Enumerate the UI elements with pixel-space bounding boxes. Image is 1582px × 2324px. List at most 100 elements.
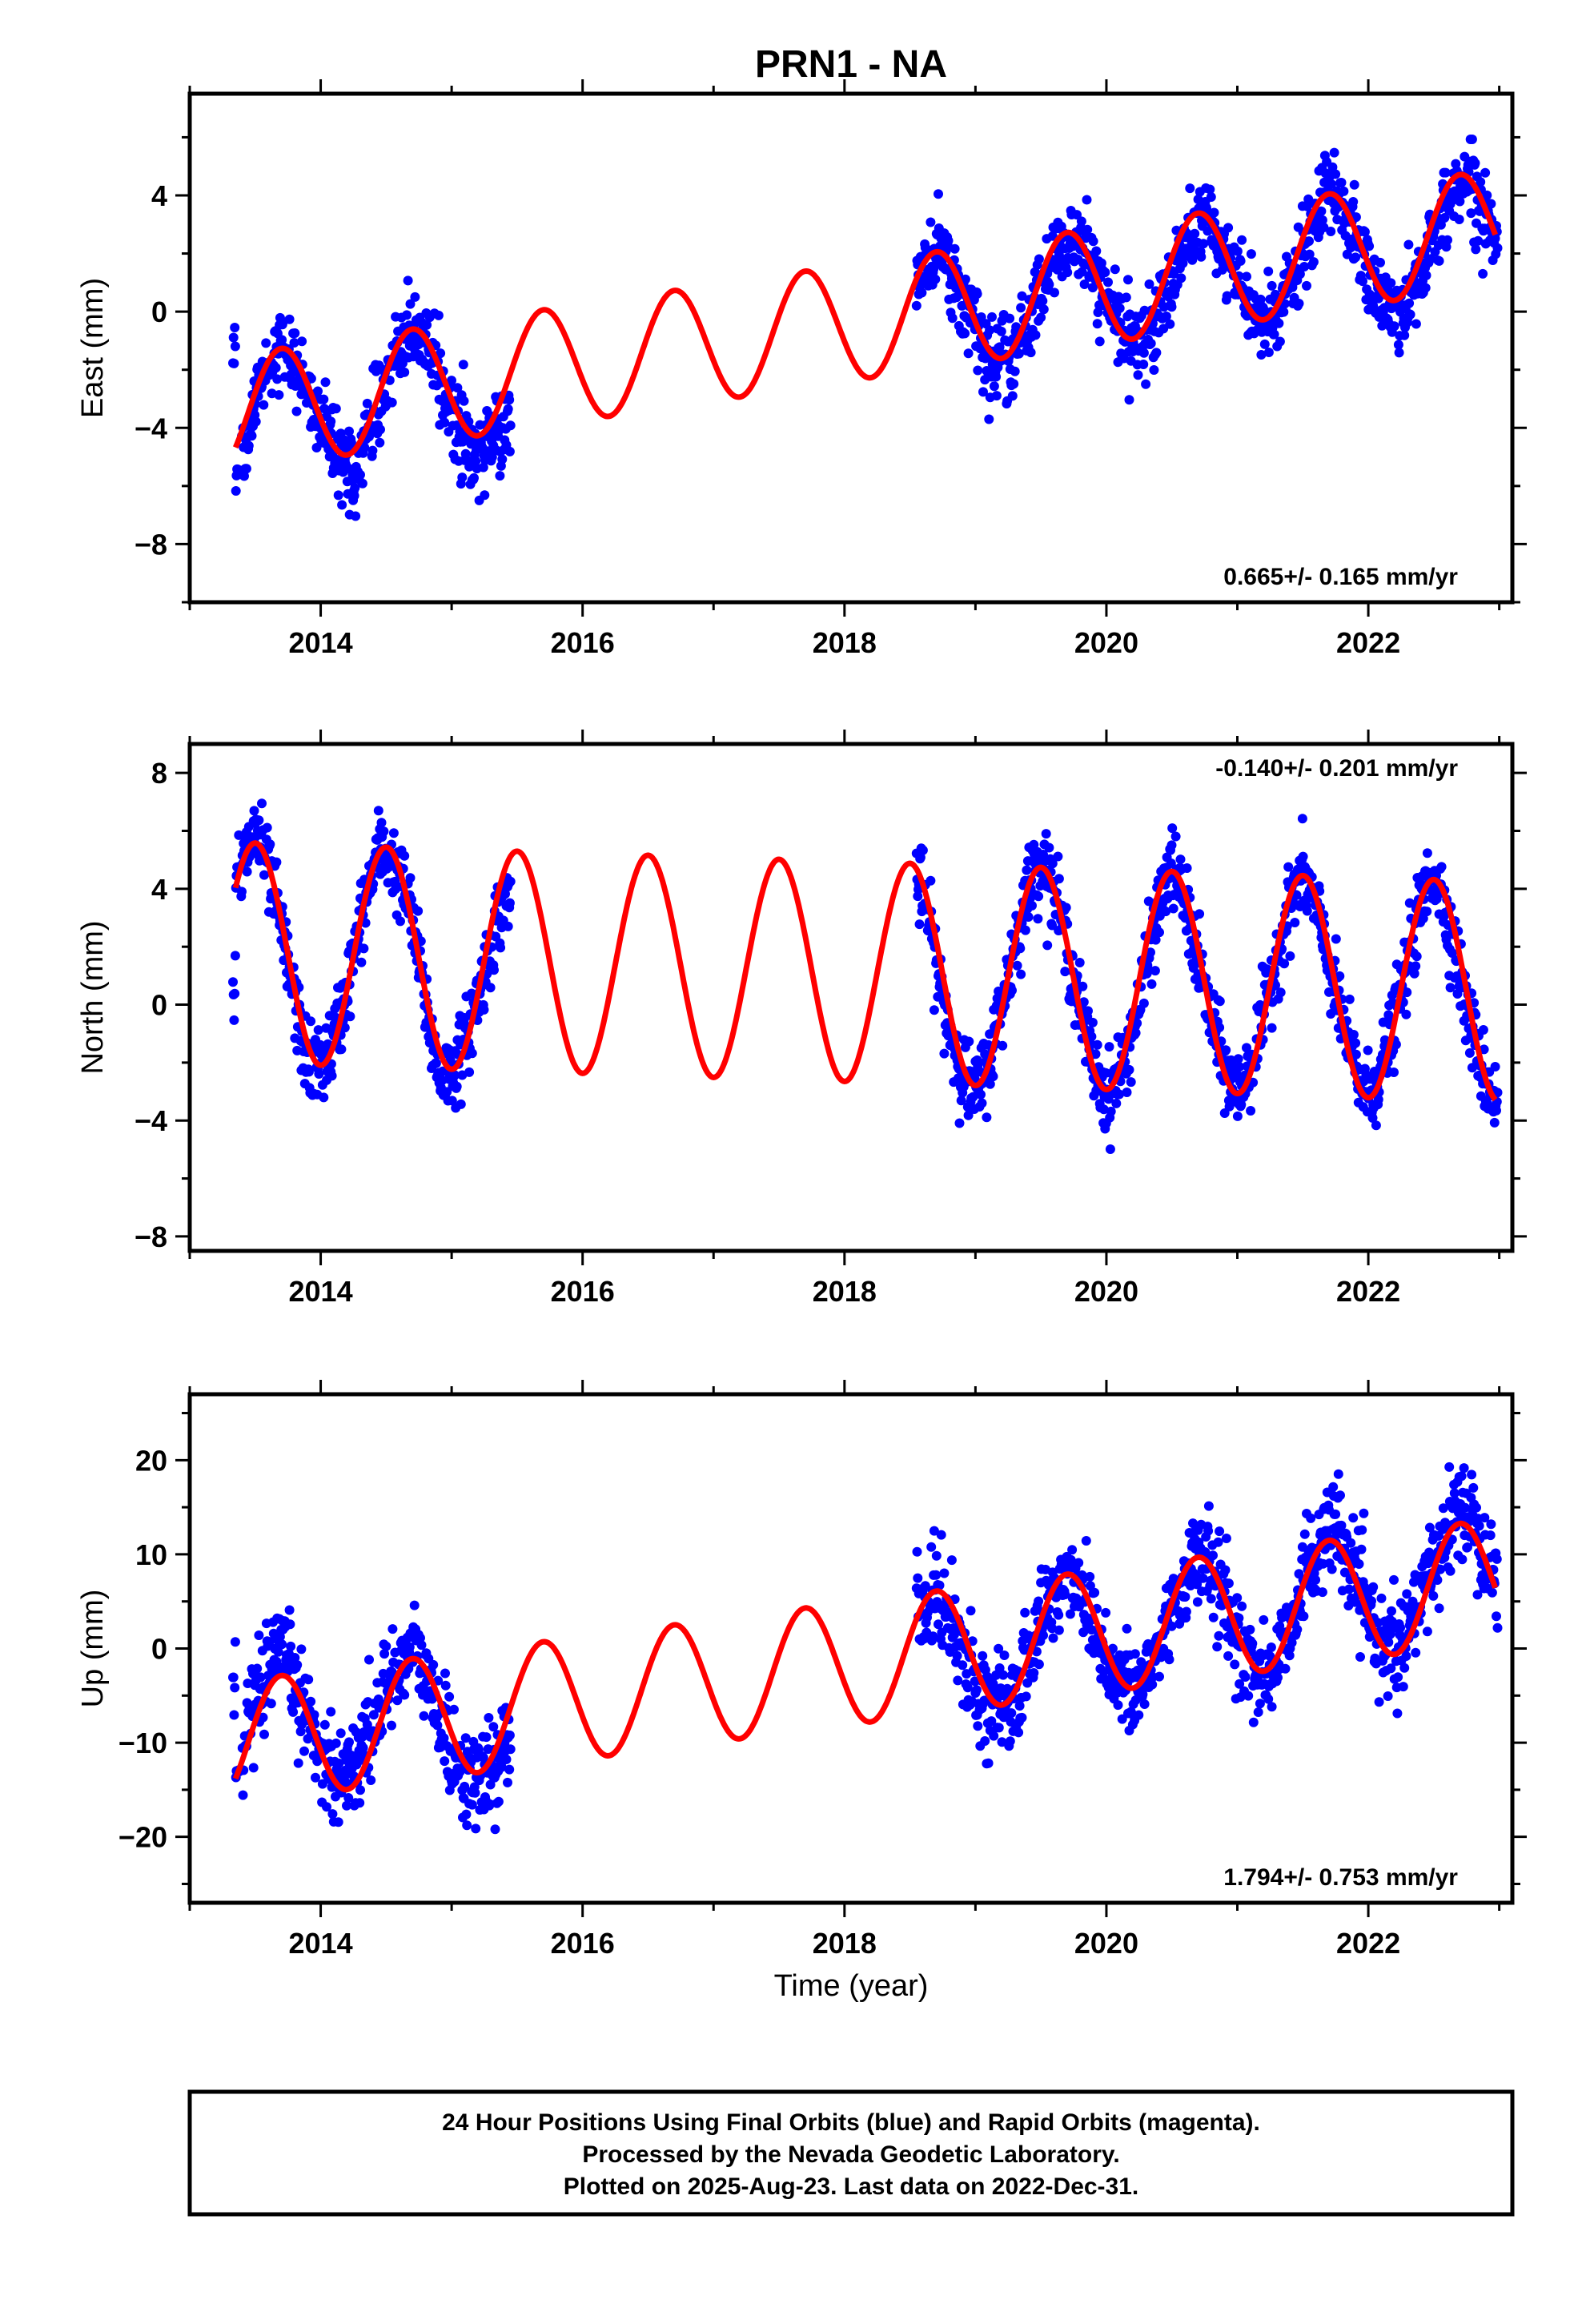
data-point: [1016, 303, 1026, 313]
data-point: [313, 386, 323, 396]
data-point: [1166, 1621, 1177, 1631]
data-points: [228, 1462, 1503, 1835]
data-point: [1054, 1625, 1064, 1635]
data-point: [1439, 213, 1450, 223]
data-point: [229, 358, 239, 368]
data-point: [237, 887, 247, 897]
data-point: [1121, 292, 1131, 303]
data-point: [442, 1087, 452, 1097]
data-point: [358, 1743, 368, 1753]
data-point: [343, 1793, 354, 1803]
data-point: [1393, 340, 1403, 350]
data-point: [292, 1660, 303, 1670]
data-point: [1435, 1564, 1446, 1574]
data-point: [400, 367, 410, 377]
data-point: [1486, 1519, 1496, 1530]
data-point: [1401, 1651, 1411, 1661]
data-point: [1223, 1651, 1234, 1661]
data-point: [1344, 1584, 1354, 1594]
data-point: [410, 292, 420, 302]
data-point: [917, 287, 927, 298]
data-point: [440, 1680, 451, 1691]
data-point: [1041, 829, 1051, 839]
data-point: [1306, 1513, 1316, 1523]
info-line-1: 24 Hour Positions Using Final Orbits (bl…: [442, 2109, 1260, 2136]
data-point: [939, 1048, 950, 1059]
data-point: [319, 1719, 330, 1730]
chart-title: PRN1 - NA: [755, 43, 947, 86]
data-point: [1144, 279, 1154, 289]
data-point: [504, 898, 515, 908]
data-point: [1130, 1027, 1141, 1038]
data-point: [1373, 1095, 1383, 1104]
data-point: [303, 1067, 314, 1077]
data-point: [1428, 1590, 1439, 1601]
data-point: [1138, 360, 1149, 369]
data-point: [274, 390, 284, 400]
data-point: [497, 454, 508, 464]
model-curve: [232, 171, 1498, 458]
data-point: [1387, 1606, 1396, 1616]
data-point: [484, 1799, 495, 1809]
data-point: [403, 275, 413, 286]
data-point: [1402, 1589, 1412, 1599]
data-point: [1424, 1522, 1435, 1533]
data-point: [1138, 1689, 1148, 1699]
data-point: [962, 1683, 973, 1693]
data-point: [1198, 1573, 1208, 1583]
data-point: [261, 338, 271, 348]
data-point: [1082, 224, 1093, 235]
data-point: [953, 1675, 963, 1686]
data-point: [1363, 1045, 1373, 1055]
data-point: [1014, 1701, 1025, 1711]
y-tick-label: −8: [135, 528, 167, 561]
data-point: [1215, 1526, 1225, 1537]
data-point: [456, 1099, 466, 1109]
data-point: [1060, 967, 1070, 977]
data-point: [950, 243, 960, 254]
data-point: [1399, 1663, 1410, 1673]
data-point: [1054, 874, 1064, 884]
data-point: [1295, 269, 1305, 279]
data-point: [1255, 294, 1266, 304]
data-point: [1463, 1542, 1472, 1552]
data-point: [1223, 223, 1234, 233]
data-point: [326, 1707, 336, 1717]
data-point: [1263, 348, 1274, 357]
data-point: [1092, 1039, 1102, 1050]
data-point: [1391, 1039, 1401, 1050]
data-point: [1279, 307, 1289, 317]
data-point: [1255, 1699, 1265, 1709]
data-point: [1292, 1624, 1303, 1634]
info-line-2: Processed by the Nevada Geodetic Laborat…: [582, 2141, 1119, 2168]
data-point: [1038, 1630, 1048, 1641]
data-point: [984, 414, 994, 424]
y-tick-label: −8: [135, 1220, 167, 1253]
data-point: [1078, 981, 1088, 991]
data-point: [405, 299, 416, 309]
x-axis-label: Time (year): [774, 1969, 929, 2003]
data-point: [464, 1067, 475, 1077]
data-point: [1078, 1627, 1089, 1638]
data-point: [1036, 312, 1046, 323]
data-point: [996, 326, 1006, 336]
data-points: [228, 798, 1503, 1154]
data-point: [265, 839, 275, 850]
data-point: [1161, 907, 1171, 917]
data-point: [1232, 1593, 1243, 1603]
data-point: [1247, 1638, 1258, 1649]
data-point: [362, 398, 372, 408]
data-point: [1132, 1018, 1142, 1028]
data-point: [1240, 1672, 1251, 1682]
data-point: [375, 424, 385, 435]
data-point: [934, 1619, 943, 1630]
data-point: [480, 490, 490, 501]
data-point: [239, 471, 249, 481]
data-point: [359, 943, 369, 954]
data-point: [1096, 258, 1106, 268]
data-point: [400, 1690, 410, 1700]
data-point: [939, 1568, 950, 1578]
data-point: [987, 312, 997, 322]
data-point: [1311, 1574, 1321, 1585]
data-point: [914, 919, 925, 930]
